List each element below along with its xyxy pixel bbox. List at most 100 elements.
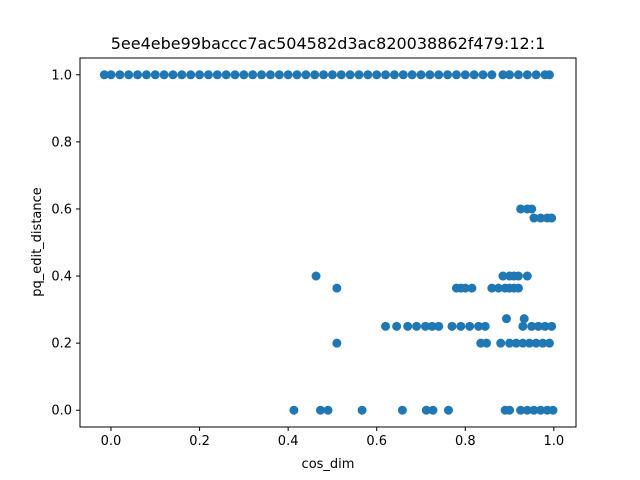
data-point	[456, 321, 466, 331]
data-point	[292, 70, 302, 80]
data-point	[257, 70, 267, 80]
data-point	[168, 70, 178, 80]
data-point	[531, 338, 541, 348]
data-point	[310, 70, 320, 80]
data-point	[212, 70, 222, 80]
y-tick-label: 0.4	[51, 270, 72, 285]
data-point	[544, 70, 554, 80]
data-point	[372, 70, 382, 80]
data-point	[525, 338, 534, 348]
data-point	[480, 321, 490, 331]
data-point	[487, 70, 497, 80]
x-tick-label: 1.0	[544, 434, 565, 449]
data-point	[428, 405, 438, 415]
data-point	[516, 405, 526, 415]
data-point	[522, 70, 532, 80]
data-point	[186, 70, 196, 80]
data-point	[498, 271, 508, 281]
data-point	[498, 70, 508, 80]
data-point	[487, 283, 497, 293]
data-point	[529, 213, 539, 223]
data-point	[248, 70, 258, 80]
y-tick-label: 0.0	[51, 404, 72, 419]
data-point	[398, 70, 408, 80]
data-point	[150, 70, 160, 80]
data-point	[434, 321, 444, 331]
data-point	[501, 314, 511, 324]
x-tick-label: 0.2	[189, 434, 210, 449]
data-point	[536, 405, 546, 415]
data-point	[195, 70, 205, 80]
data-point	[363, 70, 373, 80]
data-point	[133, 70, 143, 80]
data-point	[381, 321, 391, 331]
data-point	[239, 70, 249, 80]
data-point	[397, 405, 407, 415]
data-point	[381, 70, 391, 80]
data-point	[460, 283, 470, 293]
data-point	[533, 321, 543, 331]
data-point	[319, 70, 329, 80]
data-point	[389, 70, 399, 80]
y-axis-ticks: 0.0 0.2 0.4 0.6 0.8 1.0	[51, 68, 80, 419]
data-point	[474, 321, 484, 331]
data-points-group	[99, 70, 558, 415]
data-point	[529, 405, 539, 415]
data-point	[99, 70, 109, 80]
y-tick-label: 0.6	[51, 202, 72, 217]
data-point	[327, 70, 337, 80]
data-point	[494, 283, 503, 293]
data-point	[221, 70, 231, 80]
data-point	[357, 405, 367, 415]
data-point	[519, 314, 529, 324]
data-point	[469, 70, 479, 80]
data-point	[407, 70, 417, 80]
data-point	[301, 70, 311, 80]
plot-frame	[79, 57, 577, 428]
data-point	[467, 283, 477, 293]
data-point	[311, 271, 321, 281]
data-point	[336, 70, 346, 80]
x-tick-label: 0.6	[366, 434, 387, 449]
x-tick-label: 0.0	[101, 434, 122, 449]
data-point	[230, 70, 240, 80]
data-point	[478, 70, 488, 80]
data-point	[538, 338, 548, 348]
data-point	[511, 338, 521, 348]
data-point	[496, 338, 506, 348]
x-tick-label: 0.4	[278, 434, 299, 449]
data-point	[421, 405, 431, 415]
x-tick-label: 0.8	[455, 434, 476, 449]
data-point	[460, 70, 470, 80]
data-point	[518, 321, 528, 331]
chart-title: 5ee4ebe99baccc7ac504582d3ac820038862f479…	[111, 34, 546, 53]
data-point	[416, 70, 426, 80]
data-point	[522, 405, 532, 415]
data-point	[522, 271, 532, 281]
data-point	[274, 70, 284, 80]
data-point	[332, 283, 342, 293]
y-axis-label: pq_edit_distance	[30, 187, 45, 297]
data-point	[465, 321, 475, 331]
data-point	[420, 321, 430, 331]
data-point	[106, 70, 116, 80]
data-point	[427, 321, 437, 331]
data-point	[547, 321, 557, 331]
data-point	[403, 321, 413, 331]
data-point	[354, 70, 364, 80]
data-point	[527, 321, 537, 331]
plot-area	[80, 58, 576, 427]
data-point	[141, 70, 151, 80]
data-point	[518, 338, 528, 348]
data-point	[203, 70, 213, 80]
data-point	[482, 338, 492, 348]
y-tick-label: 0.2	[51, 337, 72, 352]
y-tick-label: 1.0	[51, 68, 72, 83]
data-point	[265, 70, 275, 80]
data-point	[505, 338, 515, 348]
data-point	[443, 405, 453, 415]
data-point	[124, 70, 134, 80]
x-axis-label: cos_dim	[302, 457, 355, 472]
x-axis-ticks: 0.0 0.2 0.4 0.6 0.8 1.0	[101, 427, 565, 449]
